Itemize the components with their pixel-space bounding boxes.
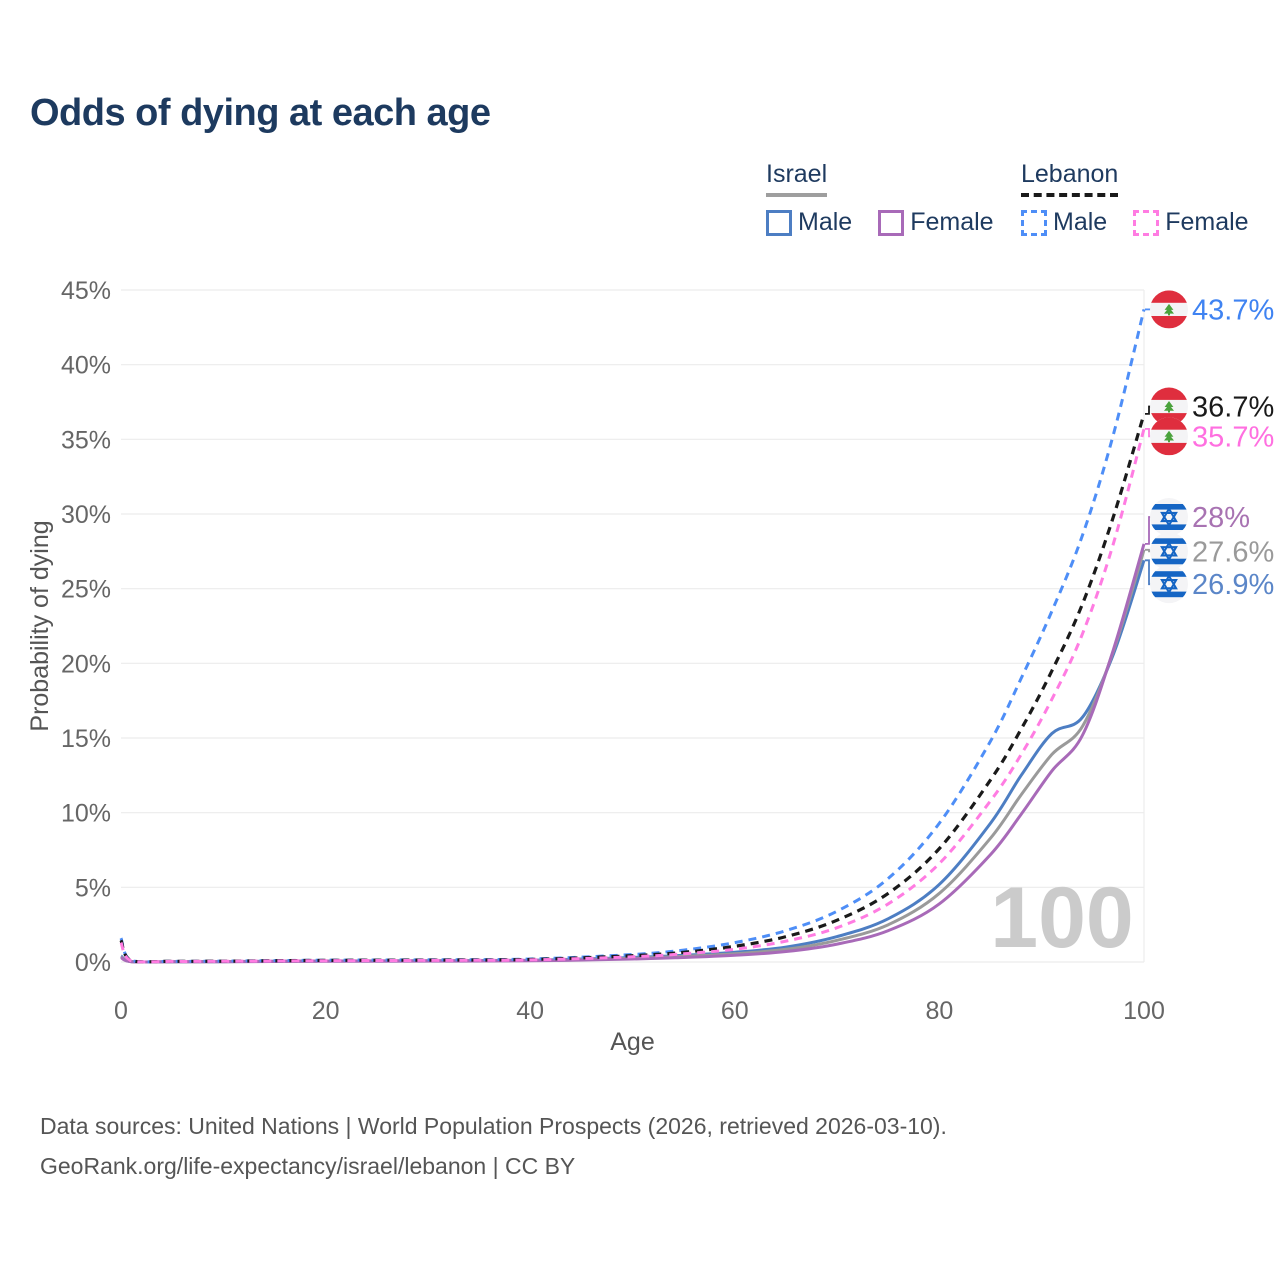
legend-item-israel-female[interactable]: Female	[878, 208, 994, 237]
x-tick-label: 20	[312, 997, 340, 1025]
y-tick-label: 30%	[61, 501, 111, 529]
legend-swatch-icon	[1021, 209, 1047, 236]
legend-swatch-icon	[766, 209, 792, 236]
footer-license-line: GeoRank.org/life-expectancy/israel/leban…	[40, 1153, 576, 1179]
legend-item-israel-male[interactable]: Male	[766, 208, 852, 237]
x-tick-label: 100	[1123, 997, 1165, 1025]
end-label-israel: 27.6%	[1192, 536, 1274, 568]
legend-item-label: Male	[1053, 208, 1108, 236]
x-tick-label: 0	[114, 997, 128, 1025]
legend-item-label: Male	[798, 208, 853, 236]
y-tick-label: 45%	[61, 277, 111, 305]
x-axis-title: Age	[610, 1028, 654, 1056]
israel-flag-icon	[1150, 532, 1188, 571]
x-tick-label: 40	[516, 997, 544, 1025]
y-tick-label: 5%	[75, 874, 111, 902]
y-tick-label: 40%	[61, 352, 111, 380]
footer-source-line: Data sources: United Nations | World Pop…	[40, 1113, 947, 1139]
israel-flag-icon	[1150, 565, 1188, 604]
series-line-lebanon-male	[119, 309, 1146, 964]
end-label-lebanon-male: 43.7%	[1192, 294, 1274, 326]
legend-swatch-icon	[1133, 209, 1160, 236]
footer: Data sources: United Nations | World Pop…	[40, 1106, 947, 1186]
y-tick-label: 25%	[61, 576, 111, 604]
page-title: Odds of dying at each age	[30, 92, 491, 134]
y-tick-label: 10%	[61, 800, 111, 828]
end-label-israel-male: 26.9%	[1192, 569, 1274, 601]
lebanon-flag-icon	[1150, 290, 1188, 329]
y-tick-label: 35%	[61, 426, 111, 454]
watermark: 100	[990, 870, 1134, 966]
y-tick-label: 20%	[61, 650, 111, 678]
israel-flag-icon	[1150, 498, 1188, 536]
legend-country-label-lebanon: Lebanon	[1021, 160, 1119, 197]
end-label-israel-female: 28%	[1192, 502, 1250, 534]
legend-item-lebanon-male[interactable]: Male	[1021, 208, 1107, 237]
end-label-lebanon-female: 35.7%	[1192, 421, 1274, 453]
legend-item-label: Female	[910, 208, 994, 236]
x-tick-label: 80	[925, 997, 953, 1025]
end-label-lebanon: 36.7%	[1192, 392, 1274, 424]
lebanon-flag-icon	[1150, 417, 1188, 456]
legend-swatch-icon	[878, 209, 905, 236]
legend-group-israel: Israel Male Female	[766, 160, 994, 237]
y-axis-title: Probability of dying	[26, 520, 54, 731]
legend-group-lebanon: Lebanon Male Female	[1021, 160, 1249, 237]
legend-item-lebanon-female[interactable]: Female	[1133, 208, 1249, 237]
y-tick-label: 15%	[61, 725, 111, 753]
series-line-lebanon	[119, 413, 1146, 964]
legend-item-label: Female	[1165, 208, 1249, 236]
y-tick-label: 0%	[75, 949, 111, 977]
series-line-lebanon-female	[119, 428, 1146, 964]
x-tick-label: 60	[721, 997, 749, 1025]
legend-country-label-israel: Israel	[766, 160, 828, 197]
